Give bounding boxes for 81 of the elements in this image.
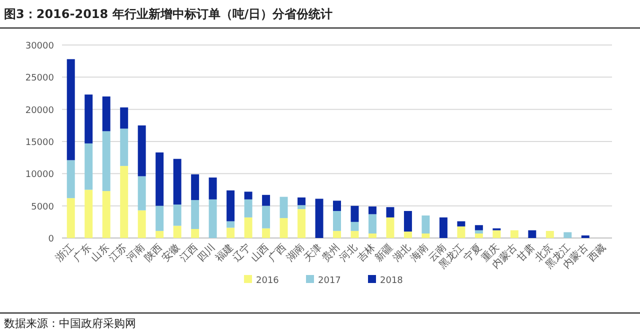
bar [386,217,394,238]
y-tick-label: 15000 [25,138,54,148]
bar [226,228,235,238]
bar [333,230,341,238]
bar [84,94,93,144]
bar [244,199,252,218]
bar [564,232,572,238]
y-tick-label: 10000 [25,170,54,180]
bar [156,152,164,206]
bar [439,217,448,238]
bar [298,205,306,210]
bar [138,125,146,176]
chart-title: 图3：2016-2018 年行业新增中标订单（吨/日）分省份统计 [4,7,333,21]
bar [244,217,252,238]
y-tick-label: 30000 [25,42,54,52]
bar [173,158,182,205]
bar [368,214,376,234]
bar [350,222,359,231]
bar [546,230,554,238]
bar [510,230,518,238]
bar [120,128,128,166]
bar [386,207,394,218]
bar [208,178,217,200]
bar [191,228,200,238]
bar [474,233,483,238]
y-tick-label: 20000 [25,106,54,116]
bar [191,200,200,229]
bar [84,143,93,190]
bar [368,233,376,238]
bar [422,215,430,234]
bar [226,221,235,228]
bar [280,218,288,238]
bar [350,230,359,238]
bar [156,230,164,238]
bar [262,228,270,238]
bar [226,190,235,222]
bar [102,96,110,132]
bar [84,190,93,238]
x-tick-label: 西藏 [586,242,608,264]
bar [333,210,341,231]
bar [298,209,306,238]
bar [66,160,75,198]
bar [66,59,75,160]
bar [457,226,466,238]
bar [191,174,200,200]
bar [528,230,536,238]
bar [474,230,483,234]
y-tick-label: 5000 [31,202,54,212]
y-tick-label: 0 [48,234,54,244]
bar [120,107,128,129]
legend-label: 2016 [256,276,280,286]
bar [474,225,483,230]
legend-label: 2018 [380,276,404,286]
bar [244,192,252,200]
bar [66,198,75,238]
legend-label: 2017 [318,276,341,286]
bar [120,166,128,238]
bar [138,210,146,238]
bar [262,206,270,228]
bar [350,206,359,222]
bar [138,176,146,210]
bar [315,198,324,238]
bar [298,197,306,206]
bar [368,206,376,214]
bar [102,131,110,192]
bar [404,210,412,232]
bar [492,230,501,238]
bar [173,226,182,238]
bar [173,204,182,226]
bar [457,221,466,226]
source-note: 数据来源：中国政府采购网 [4,317,136,330]
y-tick-label: 25000 [25,74,54,84]
bar [102,191,110,238]
bar [333,200,341,211]
bar [581,235,590,238]
bar [422,233,430,238]
bar [262,194,270,206]
bar [208,199,217,238]
bar [404,232,412,238]
bar [280,196,288,218]
bar [156,206,164,231]
